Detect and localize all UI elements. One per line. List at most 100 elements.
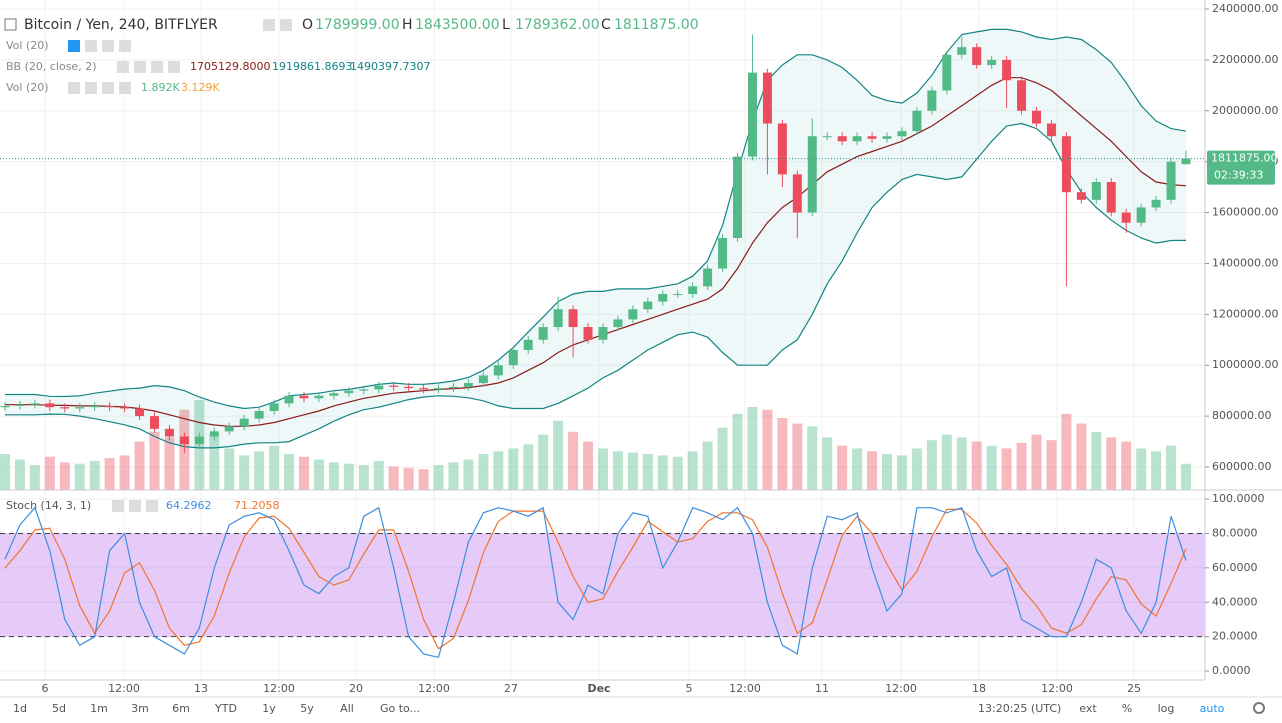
volume-bar bbox=[882, 454, 893, 490]
volume-bar bbox=[657, 455, 668, 490]
y-tick-label: 800000.00 bbox=[1212, 409, 1272, 422]
volume-bar bbox=[269, 445, 280, 490]
range-button[interactable]: 5d bbox=[52, 702, 66, 715]
time-label: 12:00 bbox=[1041, 682, 1073, 695]
candle-body bbox=[1017, 80, 1027, 111]
scale-option[interactable]: auto bbox=[1200, 702, 1225, 715]
volume-bar bbox=[837, 445, 848, 490]
candle-body bbox=[598, 327, 608, 340]
volume-bar bbox=[822, 437, 833, 490]
y-tick-label: 1600000.00 bbox=[1212, 206, 1278, 219]
candle-body bbox=[299, 395, 309, 399]
volume-bar bbox=[89, 460, 100, 490]
candle-body bbox=[0, 405, 10, 408]
ohlc-key: O bbox=[302, 17, 313, 33]
candle-body bbox=[1046, 123, 1056, 137]
ohlc-key: H bbox=[402, 17, 413, 33]
y-tick-label: 100.0000 bbox=[1212, 492, 1265, 505]
candle-body bbox=[718, 238, 728, 269]
candle-body bbox=[822, 136, 832, 138]
volume-bar bbox=[642, 454, 653, 490]
header-icons bbox=[263, 19, 292, 31]
time-label: 6 bbox=[42, 682, 49, 695]
bb-upper bbox=[5, 28, 1187, 410]
range-button[interactable]: 1y bbox=[262, 702, 276, 715]
candle-body bbox=[927, 90, 937, 111]
candle-body bbox=[942, 54, 952, 91]
volume-bar bbox=[328, 462, 339, 490]
scale-option[interactable]: % bbox=[1122, 702, 1132, 715]
volume-bar bbox=[44, 456, 55, 490]
candle-body bbox=[1061, 136, 1071, 193]
candle-body bbox=[1181, 158, 1191, 165]
candle-body bbox=[448, 386, 458, 389]
collapse-icon[interactable] bbox=[4, 18, 17, 31]
bb-basis bbox=[5, 77, 1187, 427]
time-label: 12:00 bbox=[108, 682, 140, 695]
range-button[interactable]: All bbox=[340, 702, 354, 715]
settings-icon[interactable] bbox=[1253, 702, 1265, 714]
ohlc-value: 1789999.00 bbox=[315, 17, 400, 33]
candle-body bbox=[747, 72, 757, 157]
countdown: 02:39:33 bbox=[1214, 169, 1263, 182]
price-pane bbox=[0, 28, 1191, 490]
y-tick-label: 20.0000 bbox=[1212, 630, 1258, 643]
volume-bar bbox=[119, 455, 130, 490]
volume-bar bbox=[433, 465, 444, 490]
volume-bar bbox=[583, 441, 594, 490]
volume-bar bbox=[463, 459, 474, 490]
volume-bar bbox=[687, 451, 698, 490]
volume-bar bbox=[732, 413, 743, 490]
scale-option[interactable]: ext bbox=[1079, 702, 1097, 715]
candle-body bbox=[897, 131, 907, 137]
volume-bar bbox=[448, 462, 459, 490]
indicator-value: 1705129.8000 bbox=[190, 60, 270, 73]
candle-body bbox=[508, 349, 518, 366]
volume-bar bbox=[896, 455, 907, 490]
candle-body bbox=[1136, 207, 1146, 223]
volume-bar bbox=[104, 458, 115, 490]
time-label: 12:00 bbox=[263, 682, 295, 695]
candle-body bbox=[90, 405, 100, 408]
bb-lower bbox=[5, 122, 1187, 449]
indicator-icons bbox=[68, 40, 180, 512]
candle-body bbox=[673, 293, 683, 295]
indicator-value: 1.892K bbox=[141, 81, 180, 94]
volume-bar bbox=[224, 448, 235, 490]
range-button[interactable]: 1d bbox=[13, 702, 27, 715]
volume-bar bbox=[74, 463, 85, 490]
volume-bar bbox=[284, 454, 295, 490]
volume-bar bbox=[1016, 442, 1027, 490]
candle-body bbox=[703, 268, 713, 287]
range-button[interactable]: 6m bbox=[172, 702, 190, 715]
range-button[interactable]: 3m bbox=[131, 702, 149, 715]
ohlc-key: C bbox=[601, 17, 611, 33]
candle-body bbox=[60, 407, 70, 409]
candle-body bbox=[463, 383, 473, 387]
y-tick-label: 2200000.00 bbox=[1212, 53, 1278, 66]
range-button[interactable]: Go to... bbox=[380, 702, 420, 715]
volume-bar bbox=[478, 454, 489, 490]
candle-body bbox=[568, 309, 578, 328]
candle-body bbox=[209, 431, 219, 437]
candle-body bbox=[688, 286, 698, 294]
volume-bar bbox=[1166, 445, 1177, 490]
time-label: 25 bbox=[1127, 682, 1141, 695]
candle-body bbox=[149, 416, 159, 429]
candle-body bbox=[105, 405, 115, 408]
volume-bar bbox=[867, 451, 878, 490]
scale-option[interactable]: log bbox=[1158, 702, 1175, 715]
time-label: 12:00 bbox=[729, 682, 761, 695]
range-button[interactable]: YTD bbox=[214, 702, 237, 715]
range-button[interactable]: 5y bbox=[300, 702, 314, 715]
stoch-k-value: 64.2962 bbox=[166, 499, 212, 512]
volume-bar bbox=[0, 454, 10, 490]
volume-bar bbox=[358, 465, 369, 490]
candle-body bbox=[523, 339, 533, 350]
volume-bar bbox=[926, 440, 937, 490]
candle-body bbox=[1151, 199, 1161, 208]
range-button[interactable]: 1m bbox=[90, 702, 108, 715]
volume-bar bbox=[971, 441, 982, 490]
y-tick-label: 40.0000 bbox=[1212, 595, 1258, 608]
